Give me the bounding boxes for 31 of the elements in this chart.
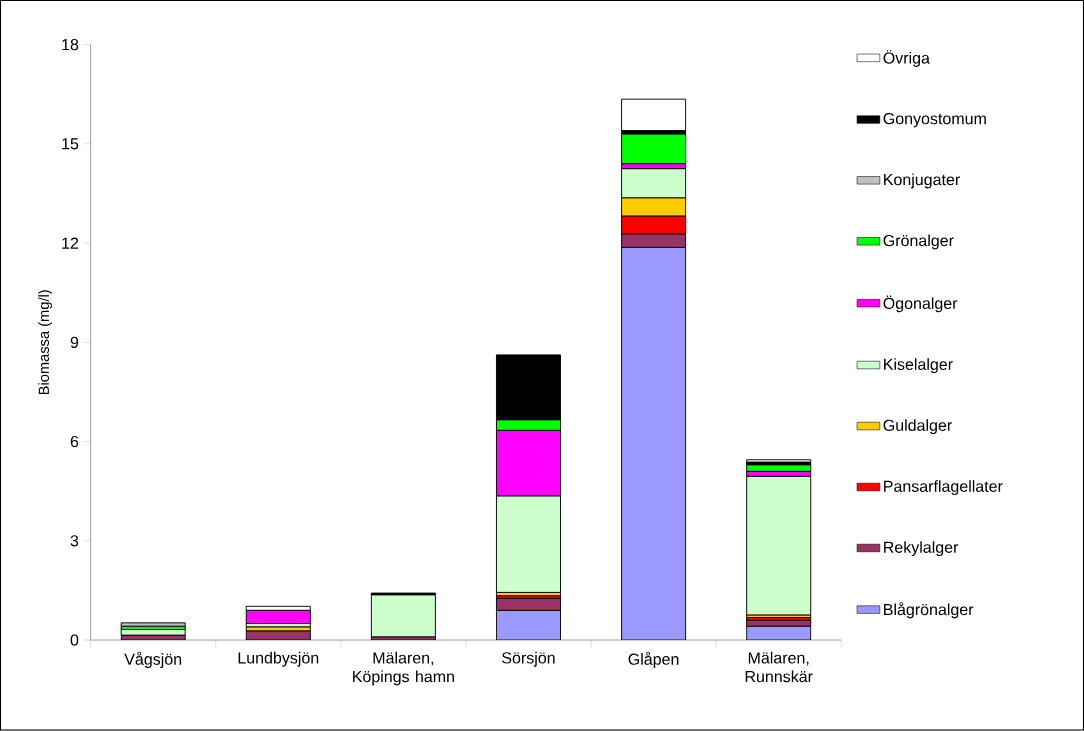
bar xyxy=(621,133,687,165)
y-tick-label: 3 xyxy=(70,535,79,547)
y-tick-label: 15 xyxy=(62,138,79,150)
x-tick-label: Sörsjön xyxy=(502,651,555,667)
legend-label: Guldalger xyxy=(883,419,952,435)
y-tick-label: 12 xyxy=(62,237,79,249)
bar xyxy=(120,629,186,636)
legend-label: Gonyostomum xyxy=(883,113,986,128)
bar xyxy=(245,609,311,625)
legend-label: Grönalger xyxy=(883,234,954,250)
bar xyxy=(621,98,687,132)
legend-label: Övriga xyxy=(883,50,930,68)
y-tick-label: 0 xyxy=(70,634,79,646)
x-tick-label: Mälaren, Köpings hamn xyxy=(353,651,454,686)
bar xyxy=(120,622,186,627)
x-tick-label: Vågsjön xyxy=(124,651,182,669)
legend-label: Blågrönalger xyxy=(884,602,974,619)
legend-label: Konjugater xyxy=(884,173,960,189)
legend-label: Rekylalger xyxy=(884,541,959,557)
bar xyxy=(370,594,436,638)
legend-label: Pansarflagellater xyxy=(884,480,1003,496)
x-tick-label: Mälaren, Runnskär xyxy=(745,651,813,683)
y-tick-label: 6 xyxy=(70,436,79,448)
y-axis-title: Biomassa (mg/l) xyxy=(38,290,52,395)
bar xyxy=(746,475,812,616)
y-tick-label: 9 xyxy=(70,336,79,349)
legend-label: Kiselalger xyxy=(884,358,953,374)
y-tick-label: 18 xyxy=(62,39,79,51)
legend-label: Ögonalger xyxy=(883,295,958,313)
x-tick-label: Lundbysjön xyxy=(238,651,319,667)
x-tick-label: Glåpen xyxy=(628,651,679,669)
